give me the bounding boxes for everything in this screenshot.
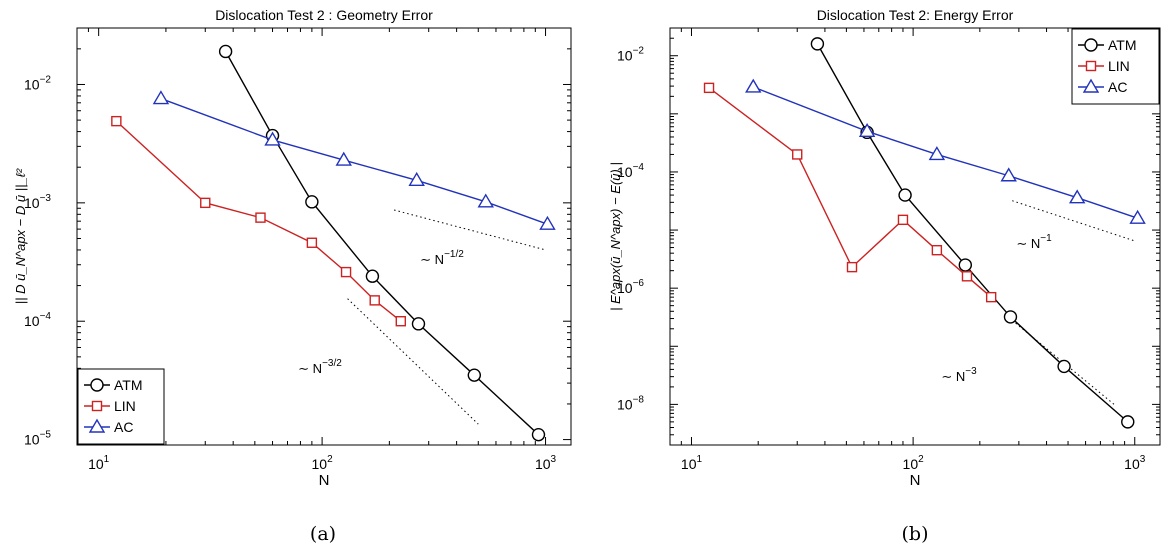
series-line [160,97,548,225]
legend-marker [90,378,104,392]
y-tick-label: 10−2 [24,74,51,92]
slope-guide-line [1012,200,1135,242]
data-point [1057,359,1071,374]
data-point [264,131,281,146]
data-point [858,122,876,138]
y-tick-label: 10−3 [24,193,51,211]
legend-marker [91,400,103,412]
y-tick-label: 10−4 [617,162,644,180]
data-point [703,82,715,94]
x-axis-label: N [910,472,921,489]
series-lin [111,115,406,327]
data-point [898,188,912,202]
legend-marker [1084,38,1098,52]
legend-label: ATM [1108,37,1137,53]
data-point [1121,415,1135,429]
series-lin [703,82,997,303]
data-point [218,44,233,59]
data-point [931,245,943,256]
legend-marker [1085,60,1097,72]
y-tick-label: 10−4 [24,311,51,329]
data-point [111,115,122,127]
plot-frame [76,27,572,446]
legend-label: LIN [114,398,136,414]
caption: (a) [310,523,336,545]
slope-guide-label: ∼ N−3/2 [298,358,342,376]
legend: ATM LIN AC [77,368,165,445]
x-axis-label: N [319,472,330,489]
y-tick-label: 10−6 [617,278,644,296]
data-point [928,146,946,161]
data-point [369,295,380,306]
slope-guide-line [393,209,546,251]
data-point [408,171,425,187]
data-point [792,149,803,160]
energy-error-chart: Dislocation Test 2: Energy Error 101 102 10… [608,7,1161,545]
y-tick-label: 10−8 [617,394,644,412]
data-point [305,195,319,209]
series-line [225,51,539,436]
chart-title: Dislocation Test 2: Energy Error [817,7,1014,23]
series-ac [745,78,1146,224]
x-tick-label: 101 [681,454,703,472]
data-point [152,90,170,105]
data-point [411,317,426,331]
data-point [961,271,973,282]
series-ac [152,90,556,230]
data-point [846,261,858,273]
legend-label: ATM [114,377,143,393]
legend: ATM LIN AC [1071,28,1160,105]
data-point [255,212,266,223]
data-point [745,78,762,93]
data-point [477,193,494,208]
data-point [340,266,352,278]
slope-guide-line [347,298,479,425]
x-tick-label: 102 [903,454,925,472]
y-tick-label: 10−2 [617,46,644,64]
series-line [753,86,1138,219]
slope-guide-label: ∼ N−1/2 [420,249,464,267]
data-point [1000,167,1017,182]
data-point [1068,189,1086,204]
data-point [810,37,825,51]
data-point [539,215,556,230]
data-point [897,214,909,226]
x-tick-label: 101 [88,454,110,472]
minor-ticks [669,27,1160,446]
data-point [306,237,318,248]
data-point [531,427,546,442]
data-point [200,197,211,209]
data-point [958,258,973,272]
legend-label: LIN [1108,58,1130,74]
series-atm [218,44,546,442]
legend-label: AC [114,419,133,435]
slope-guide-line [1015,322,1116,407]
slope-guide-label: ∼ N−1 [1016,233,1052,251]
caption: (b) [902,523,929,545]
legend-marker [1082,78,1100,93]
x-tick-label: 103 [535,454,557,472]
legend-label: AC [1108,79,1127,95]
slope-guide-label: ∼ N−3 [941,366,977,384]
data-point [467,368,482,382]
chart-title: Dislocation Test 2 : Geometry Error [215,7,433,23]
y-tick-label: 10−5 [24,430,51,448]
data-point [335,151,352,166]
data-point [985,291,997,303]
data-point [395,316,406,327]
data-point [365,269,380,283]
y-axis-label: || D ū_N^apx − D ū ||_ℓ² [13,168,28,304]
y-axis-label: | E^apx(ū_N^apx) − E(ū) | [608,162,623,311]
geometry-error-chart: Dislocation Test 2 : Geometry Error 101 10… [13,7,572,545]
x-tick-label: 103 [1124,454,1146,472]
minor-ticks [76,27,571,446]
legend-marker [88,418,106,433]
plot-frame [669,27,1161,446]
x-tick-label: 102 [312,454,334,472]
data-point [1003,310,1018,324]
data-point [1129,209,1146,224]
